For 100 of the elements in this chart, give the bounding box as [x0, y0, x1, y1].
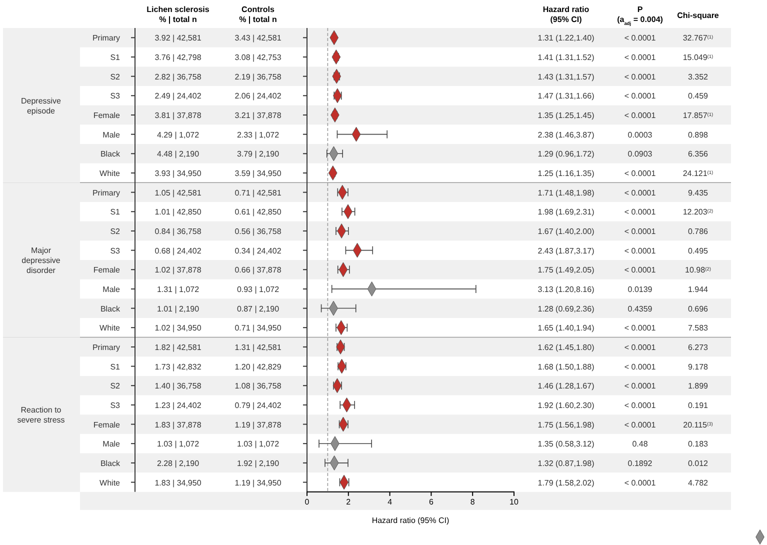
text: Primary: [92, 342, 120, 352]
text: 0.66 | 37,878: [234, 266, 282, 275]
text: 0.0139: [628, 284, 653, 294]
text: 1.20 | 42,829: [234, 362, 282, 372]
text: 3.13 (1.20,8.16): [538, 284, 595, 294]
text: 2.06 | 24,402: [234, 92, 282, 101]
text: 1.05 | 42,581: [154, 188, 202, 198]
text: 1.35 (0.58,3.12): [538, 440, 595, 449]
text: 1.19 | 34,950: [234, 478, 282, 488]
text: 6.356: [688, 150, 709, 159]
text: Chi-square: [677, 11, 720, 20]
text: 1.75 (1.49,2.05): [538, 266, 595, 275]
text: S2: [110, 226, 121, 236]
x-tick-label: 4: [388, 498, 393, 507]
text: 1.83 | 34,950: [154, 478, 202, 488]
text: 0.56 | 36,758: [234, 226, 282, 236]
text: 1.40 | 36,758: [154, 382, 202, 391]
text: < 0.0001: [624, 72, 656, 82]
text: 1.62 (1.45,1.80): [538, 342, 595, 352]
text: 3.92 | 42,581: [154, 34, 202, 43]
text: 2.38 (1.46,3.87): [538, 130, 595, 140]
text: < 0.0001: [624, 208, 656, 217]
text: S2: [110, 382, 121, 391]
text: 2.28 | 2,190: [156, 458, 200, 468]
text: 9.178: [688, 362, 709, 372]
x-tick-label: 10: [510, 498, 519, 507]
text: 3.08 | 42,753: [234, 52, 282, 62]
text: 7.583: [688, 324, 709, 333]
text: 1.82 | 42,581: [154, 342, 202, 352]
text: % | total n: [239, 15, 278, 24]
text: Controls: [242, 5, 275, 14]
text: 1.03 | 1,072: [236, 440, 280, 449]
text: 2.49 | 24,402: [154, 92, 202, 101]
text: 2.82 | 36,758: [154, 72, 202, 82]
text: 1.71 (1.48,1.98): [538, 188, 595, 198]
x-axis-title: Hazard ratio (95% CI): [372, 516, 450, 525]
text: 0.0003: [628, 130, 653, 140]
text: < 0.0001: [624, 188, 656, 198]
text: 3.21 | 37,878: [234, 110, 282, 120]
text: < 0.0001: [624, 266, 656, 275]
text: 1.03 | 1,072: [156, 440, 200, 449]
text: 1.01 | 42,850: [154, 208, 202, 217]
text: 0.898: [688, 130, 709, 140]
text: 3.43 | 42,581: [234, 34, 282, 43]
text: 0.1892: [628, 458, 653, 468]
text: 2.33 | 1,072: [236, 130, 280, 140]
text: 1.65 (1.40,1.94): [538, 324, 595, 333]
text: Major depressive disorder: [22, 246, 61, 275]
text: < 0.0001: [624, 34, 656, 43]
text: 1.28 (0.69,2.36): [538, 304, 595, 314]
text: Female: [93, 420, 121, 430]
text: 1.02 | 34,950: [154, 324, 202, 333]
text: 1.98 (1.69,2.31): [538, 208, 595, 217]
text: White: [100, 168, 121, 178]
text: < 0.0001: [624, 92, 656, 101]
text: 1.31 (1.22,1.40): [538, 34, 595, 43]
text: 1.25 (1.16,1.35): [538, 168, 595, 178]
text: Black: [100, 150, 121, 159]
text: < 0.0001: [624, 342, 656, 352]
text: 1.41 (1.31,1.52): [538, 52, 595, 62]
text: 1.67 (1.40,2.00): [538, 226, 595, 236]
text: 0.183: [688, 440, 709, 449]
text: 0.0903: [628, 150, 653, 159]
text: Male: [102, 284, 121, 294]
text: < 0.0001: [624, 362, 656, 372]
text: 0.68 | 24,402: [154, 246, 202, 256]
text: Lichen sclerosis: [146, 5, 210, 14]
text: < 0.0001: [624, 382, 656, 391]
text: 3.76 | 42,798: [154, 52, 202, 62]
text: Male: [102, 440, 121, 449]
text: Depressive episode: [20, 96, 62, 116]
text: 4.782: [688, 478, 709, 488]
x-tick-label: 8: [470, 498, 476, 507]
text: 0.48: [632, 440, 648, 449]
text: 0.012: [688, 458, 709, 468]
text: 3.79 | 2,190: [236, 150, 280, 159]
text: 1.32 (0.87,1.98): [538, 458, 595, 468]
text: 1.83 | 37,878: [154, 420, 202, 430]
text: Reaction to severe stress: [17, 406, 65, 425]
text: 0.61 | 42,850: [234, 208, 282, 217]
text: 3.93 | 34,950: [154, 168, 202, 178]
text: 0.79 | 24,402: [234, 400, 282, 410]
text: Female: [93, 110, 121, 120]
text: 1.73 | 42,832: [154, 362, 202, 372]
x-tick-label: 6: [428, 498, 434, 507]
text: 1.92 (1.60,2.30): [538, 400, 595, 410]
text: 1.31 | 42,581: [234, 342, 282, 352]
text: % | total n: [159, 15, 198, 24]
text: 2.19 | 36,758: [234, 72, 282, 82]
text: < 0.0001: [624, 478, 656, 488]
text: Primary: [92, 188, 120, 198]
text: 2.43 (1.87,3.17): [538, 246, 595, 256]
text: S1: [110, 362, 121, 372]
text: 1.31 | 1,072: [156, 284, 200, 294]
text: Primary: [92, 34, 120, 43]
text: 0.495: [688, 246, 709, 256]
text: 1.23 | 24,402: [154, 400, 202, 410]
text: 0.459: [688, 92, 709, 101]
text: 0.191: [688, 400, 709, 410]
text: 1.75 (1.56,1.98): [538, 420, 595, 430]
